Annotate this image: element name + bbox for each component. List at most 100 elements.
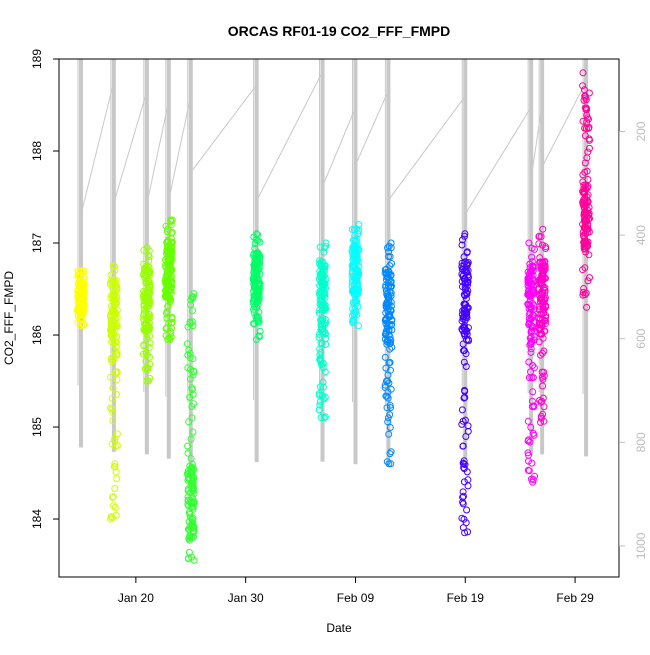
data-point xyxy=(162,293,170,301)
x-tick-label: Jan 20 xyxy=(118,591,154,605)
data-point xyxy=(385,253,392,260)
data-point xyxy=(321,393,329,401)
altitude-transit-line xyxy=(146,100,170,205)
data-point xyxy=(250,265,258,272)
data-point xyxy=(184,496,192,504)
altitude-transit-line xyxy=(190,84,258,173)
data-point xyxy=(459,498,467,506)
data-point xyxy=(317,320,325,328)
data-point xyxy=(465,337,473,345)
data-point xyxy=(77,267,84,275)
data-point xyxy=(163,292,171,300)
data-point xyxy=(529,374,537,381)
data-point xyxy=(387,460,395,468)
data-point xyxy=(255,332,263,340)
data-point xyxy=(387,404,394,412)
data-point xyxy=(188,403,196,410)
data-point xyxy=(350,261,358,269)
data-point xyxy=(384,394,392,402)
data-point xyxy=(140,246,148,254)
data-point xyxy=(163,324,171,332)
data-point xyxy=(164,336,172,343)
data-point xyxy=(536,310,544,318)
data-point xyxy=(579,231,587,239)
data-point xyxy=(111,263,119,270)
data-point xyxy=(354,303,362,310)
y-tick-label: 187 xyxy=(30,233,44,253)
data-point xyxy=(526,278,534,286)
data-point xyxy=(527,368,534,376)
data-point xyxy=(80,279,88,287)
data-point xyxy=(167,264,175,272)
data-point xyxy=(108,358,116,366)
data-point xyxy=(168,229,175,237)
data-point xyxy=(319,383,327,391)
altitude-transit-line xyxy=(541,81,587,168)
data-point xyxy=(146,310,153,318)
data-point xyxy=(144,296,151,304)
data-point xyxy=(252,313,260,321)
data-point xyxy=(144,251,152,259)
data-point xyxy=(186,393,194,401)
data-point xyxy=(254,236,261,244)
data-point xyxy=(581,238,589,246)
data-point xyxy=(535,233,543,240)
data-point xyxy=(529,388,537,396)
data-point xyxy=(581,159,589,167)
data-point xyxy=(383,270,391,278)
data-point xyxy=(460,306,468,314)
data-point xyxy=(582,289,590,297)
data-point xyxy=(583,199,591,207)
data-point xyxy=(537,412,545,420)
data-point xyxy=(168,239,175,247)
data-point xyxy=(382,392,390,400)
data-point xyxy=(530,364,538,372)
altitude-transit-line xyxy=(168,95,192,201)
data-point xyxy=(582,96,590,104)
data-point xyxy=(383,404,391,412)
data-point xyxy=(386,359,394,366)
data-point xyxy=(185,509,193,517)
data-point xyxy=(321,294,329,301)
data-point xyxy=(530,305,538,313)
data-point xyxy=(168,216,176,224)
data-point xyxy=(317,258,325,266)
data-point xyxy=(540,368,548,376)
data-point xyxy=(528,253,536,261)
data-point xyxy=(112,343,120,351)
data-point xyxy=(537,414,545,422)
data-point xyxy=(580,211,588,219)
y2-tick-label: 200 xyxy=(634,121,648,141)
data-point xyxy=(316,354,324,362)
axes-layer: Jan 20 Jan 30 Feb 09 Feb 19 Feb 29 184 185 186 1… xyxy=(30,49,648,605)
data-point xyxy=(459,340,467,348)
data-point xyxy=(349,236,357,244)
data-point xyxy=(188,523,195,531)
data-point xyxy=(107,373,115,381)
data-point xyxy=(113,475,121,482)
data-point xyxy=(111,437,119,445)
data-point xyxy=(316,260,324,268)
data-point xyxy=(74,307,81,315)
data-point xyxy=(184,442,192,450)
data-point xyxy=(461,292,469,300)
data-point xyxy=(190,368,198,376)
data-point xyxy=(111,287,119,295)
data-point xyxy=(254,287,262,295)
data-point xyxy=(463,260,470,268)
data-point xyxy=(145,253,153,260)
data-point xyxy=(460,460,468,468)
data-point xyxy=(185,346,193,354)
data-point xyxy=(460,478,468,486)
data-point xyxy=(583,154,591,162)
data-point xyxy=(109,408,117,416)
data-point xyxy=(536,295,544,303)
data-point xyxy=(111,267,119,275)
data-point xyxy=(113,369,121,376)
data-point xyxy=(387,448,395,456)
data-point xyxy=(318,307,326,315)
data-point xyxy=(579,266,587,274)
data-point xyxy=(539,394,547,402)
data-point xyxy=(583,225,591,233)
data-point xyxy=(111,504,119,511)
